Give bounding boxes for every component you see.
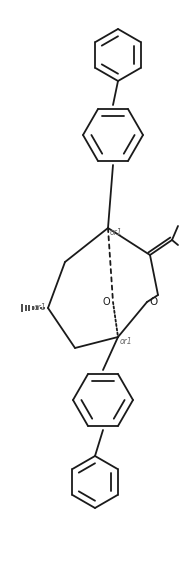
Text: or1: or1 (33, 303, 46, 312)
Text: or1: or1 (120, 337, 133, 346)
Text: or1: or1 (110, 228, 123, 237)
Text: O: O (149, 297, 157, 307)
Text: O: O (102, 297, 110, 307)
